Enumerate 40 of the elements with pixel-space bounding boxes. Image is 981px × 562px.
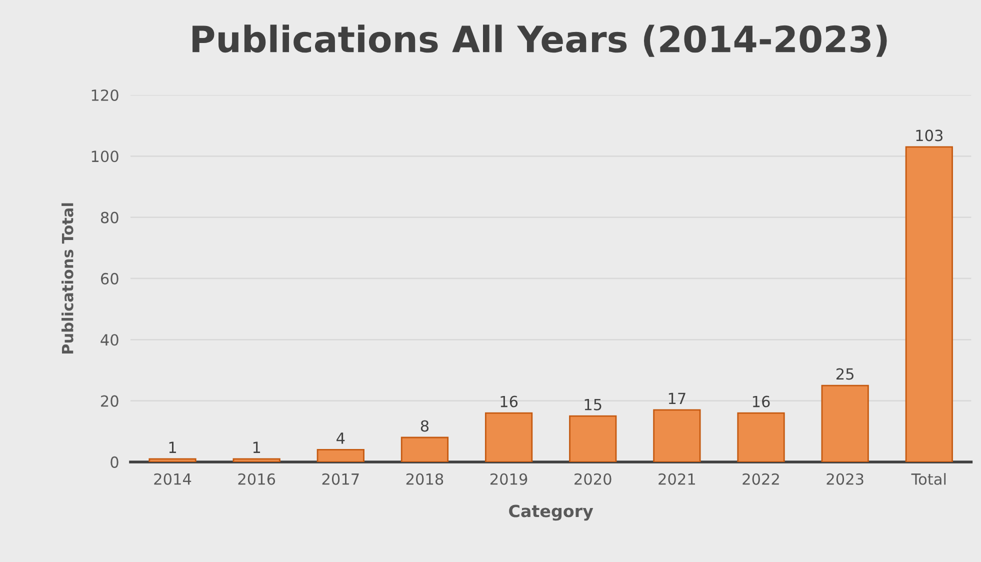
bar — [400, 436, 449, 462]
x-tick-label: 2022 — [742, 473, 779, 485]
data-label: 1 — [253, 442, 260, 453]
data-label: 8 — [420, 420, 429, 432]
data-label: 1 — [169, 442, 176, 453]
data-label: 15 — [584, 398, 602, 410]
data-label: 25 — [836, 368, 854, 380]
y-axis-title: Publications Total — [62, 203, 74, 354]
y-tick-label: 120 — [92, 89, 118, 101]
data-label: 16 — [500, 396, 518, 408]
x-tick-label: 2023 — [826, 473, 864, 485]
x-tick-label: 2014 — [154, 473, 192, 485]
y-tick-label: 40 — [100, 334, 118, 346]
y-tick-label: 20 — [101, 395, 118, 407]
x-tick-label: 2021 — [658, 473, 695, 485]
y-tick-label: 80 — [100, 212, 118, 224]
y-tick-label: 100 — [92, 150, 118, 162]
x-tick-label: 2018 — [406, 473, 444, 485]
y-tick-label: 0 — [110, 456, 118, 468]
bar — [148, 458, 196, 462]
x-tick-label: 2019 — [490, 473, 528, 485]
data-label: 17 — [668, 392, 686, 404]
x-tick-label: Total — [911, 473, 946, 485]
bar — [737, 412, 785, 462]
x-tick-label: 2017 — [322, 473, 359, 485]
x-axis-title: Category — [509, 504, 594, 521]
bar — [232, 458, 280, 462]
y-tick-label: 60 — [100, 272, 118, 284]
chart-title: Publications All Years (2014-2023) — [192, 24, 887, 57]
bar — [653, 409, 701, 462]
data-label: 16 — [752, 396, 770, 408]
x-tick-label: 2020 — [574, 473, 612, 485]
data-label: 4 — [336, 432, 345, 444]
bar — [821, 384, 869, 462]
bar — [484, 412, 533, 462]
x-tick-label: 2016 — [238, 473, 276, 485]
data-label: 103 — [916, 130, 943, 142]
bar — [905, 146, 953, 462]
bar — [316, 449, 364, 462]
bar — [569, 415, 617, 462]
